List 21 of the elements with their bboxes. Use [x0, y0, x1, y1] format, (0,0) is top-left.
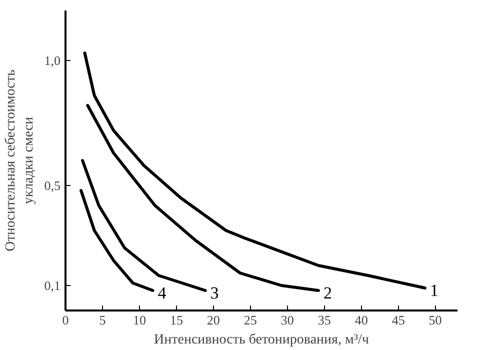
series-label: 4 — [158, 284, 167, 302]
series-label: 3 — [210, 284, 219, 302]
x-tick-label: 50 — [428, 312, 442, 328]
x-tick-label: 15 — [170, 312, 183, 328]
x-tick-label: 20 — [206, 312, 220, 328]
x-tick-label: 5 — [99, 312, 106, 328]
x-tick-label: 30 — [280, 312, 294, 328]
x-tick-label: 40 — [354, 312, 368, 328]
x-tick-label: 0 — [62, 312, 69, 328]
y-axis-title: Относительная себестоимость укладки смеси — [3, 70, 36, 252]
x-tick-label: 25 — [244, 312, 257, 328]
y-tick-label: 0,1 — [44, 278, 60, 293]
x-tick-label: 45 — [392, 312, 405, 328]
line-series — [80, 189, 154, 292]
series-label: 2 — [323, 284, 332, 302]
x-axis-title: Интенсивность бетонирования, м³/ч — [154, 332, 369, 348]
y-tick-label: 0,5 — [44, 178, 60, 193]
y-tick-label: 1,0 — [44, 53, 60, 68]
series-label: 1 — [430, 281, 438, 300]
x-tick-label: 35 — [318, 312, 331, 328]
x-tick-label: 10 — [132, 312, 146, 328]
